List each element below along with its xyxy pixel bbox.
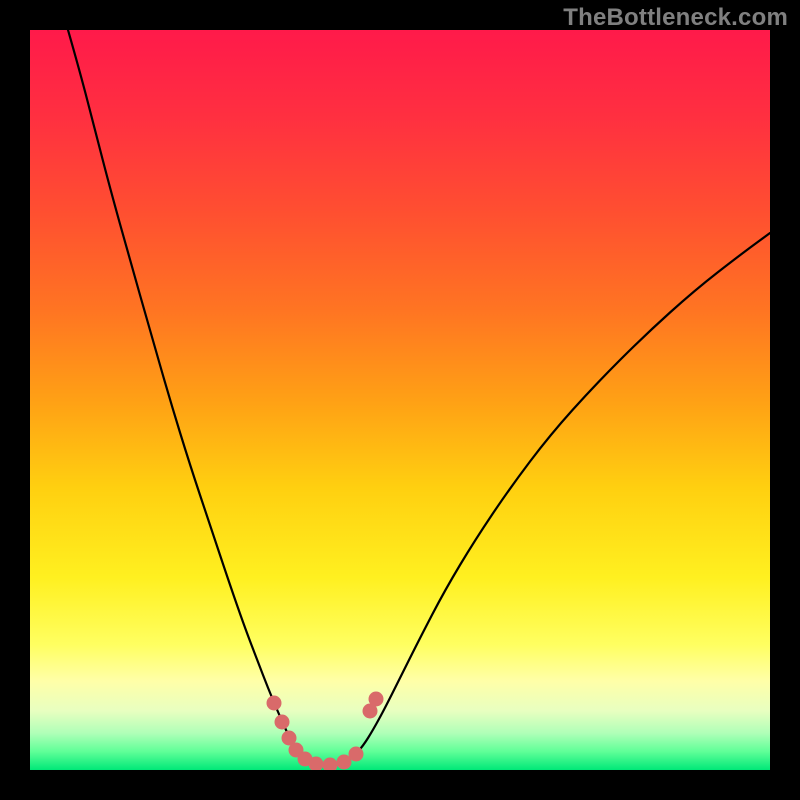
plot-area — [30, 30, 770, 770]
chart-frame: TheBottleneck.com — [0, 0, 800, 800]
highlight-marker — [369, 692, 384, 707]
gradient-background — [30, 30, 770, 770]
watermark-text: TheBottleneck.com — [563, 4, 788, 32]
highlight-marker — [275, 715, 290, 730]
highlight-marker — [267, 696, 282, 711]
bottleneck-curve-chart — [30, 30, 770, 770]
highlight-marker — [349, 747, 364, 762]
